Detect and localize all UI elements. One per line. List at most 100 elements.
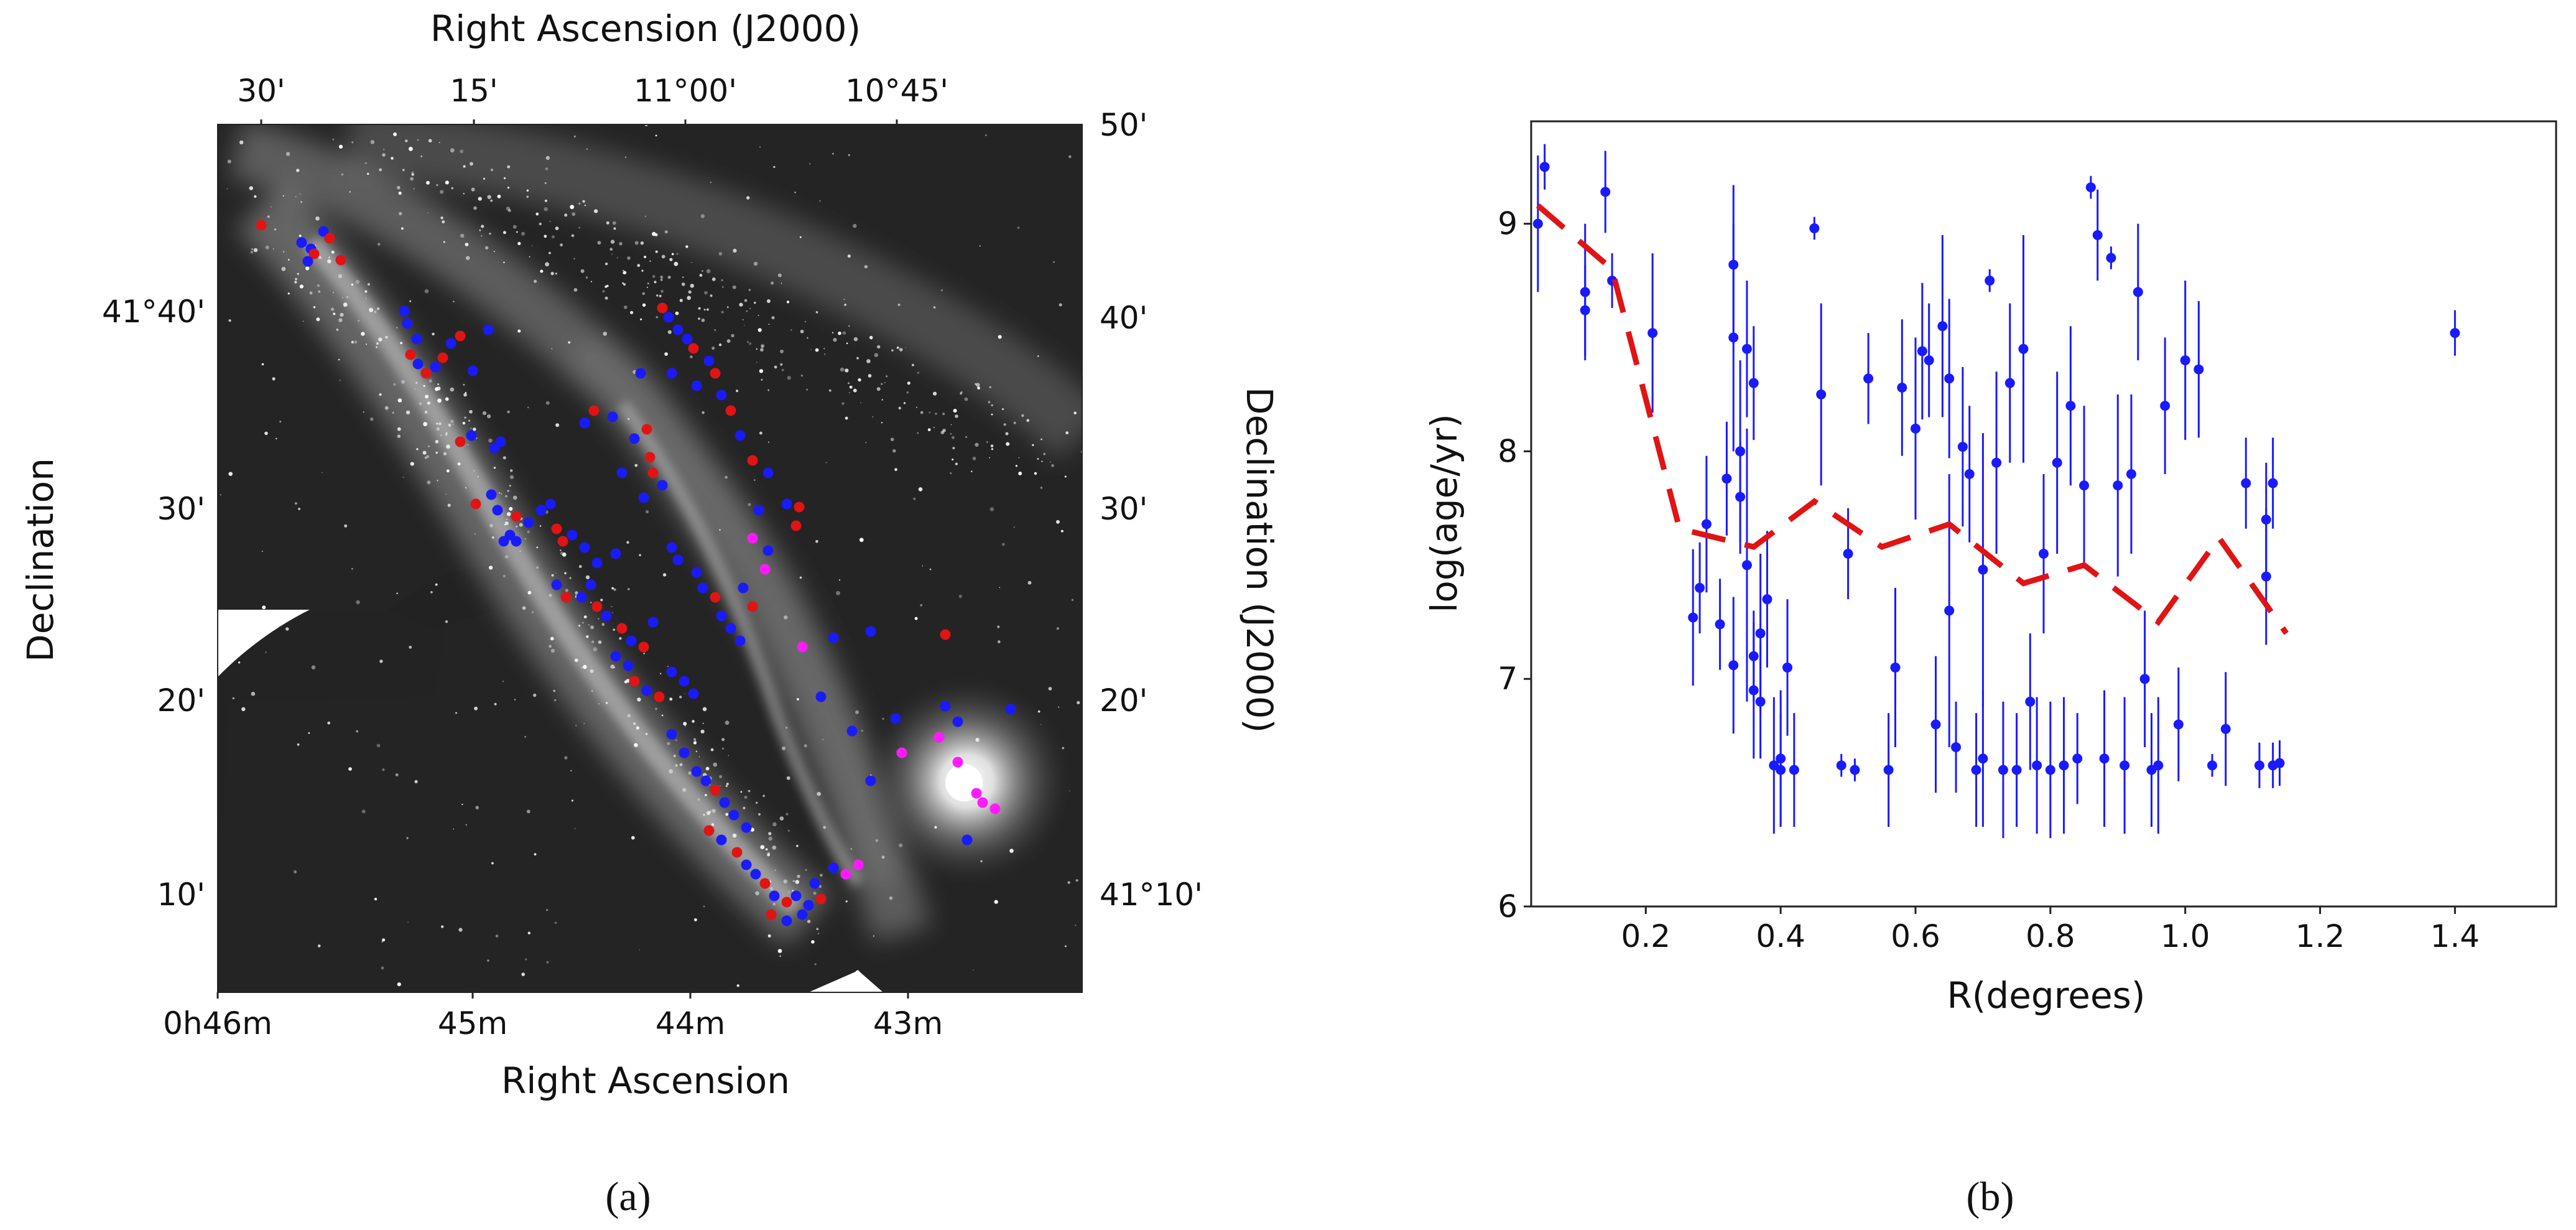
star (777, 273, 782, 277)
cluster-marker (483, 324, 494, 335)
cluster-marker (700, 775, 711, 786)
cluster-marker (302, 256, 313, 267)
star (446, 444, 450, 449)
star (420, 155, 422, 157)
star (797, 698, 799, 701)
star (465, 487, 466, 488)
star (251, 248, 254, 251)
star (521, 972, 525, 976)
star (317, 284, 320, 287)
star (549, 594, 552, 597)
data-point (2153, 760, 2164, 771)
star (894, 468, 897, 471)
star (684, 693, 686, 694)
cluster-marker (296, 237, 307, 248)
star (551, 348, 553, 350)
star (845, 900, 848, 903)
star (765, 848, 768, 850)
star (728, 755, 730, 757)
star (726, 339, 731, 343)
star (690, 355, 693, 359)
cluster-marker (437, 352, 448, 363)
star (379, 659, 383, 663)
cluster-marker (666, 729, 677, 740)
star (783, 879, 788, 884)
panel-b-label: (b) (1967, 1174, 2014, 1219)
star (564, 213, 568, 217)
star (637, 697, 641, 702)
star (282, 251, 285, 253)
data-point (2126, 468, 2136, 479)
star (877, 345, 881, 349)
star (507, 490, 509, 492)
x-tick-label: 1.2 (2296, 918, 2345, 954)
star (555, 226, 559, 230)
data-point (2268, 478, 2278, 488)
star (953, 409, 957, 413)
star (892, 449, 896, 453)
star (361, 332, 365, 336)
star (442, 220, 445, 223)
star (299, 284, 303, 289)
star (367, 172, 369, 175)
star (706, 269, 711, 274)
star (336, 328, 339, 331)
cluster-marker (747, 455, 758, 466)
star (952, 447, 955, 450)
cluster-marker (647, 617, 659, 628)
star (815, 348, 819, 352)
star (553, 689, 555, 692)
star (544, 199, 547, 202)
star (702, 270, 703, 272)
cluster-marker (703, 355, 715, 366)
star (758, 813, 761, 816)
star (402, 477, 404, 478)
star (979, 245, 981, 247)
star (690, 284, 695, 288)
star (903, 402, 906, 404)
star (929, 411, 931, 414)
star (435, 387, 439, 391)
star (1048, 687, 1052, 691)
star (843, 299, 845, 301)
star (703, 309, 706, 311)
cluster-marker (256, 220, 267, 231)
star (450, 387, 455, 392)
star (853, 388, 857, 393)
star (423, 422, 428, 426)
star (331, 250, 335, 254)
star (898, 406, 902, 410)
star (578, 226, 580, 229)
star (298, 508, 300, 510)
cluster-marker (638, 641, 649, 653)
star (487, 195, 491, 199)
star (667, 665, 669, 667)
star (664, 230, 668, 234)
cluster-marker (741, 822, 752, 833)
star (861, 729, 863, 732)
star (451, 187, 454, 190)
star (1067, 881, 1070, 884)
star (815, 311, 818, 314)
star (586, 148, 588, 150)
star (637, 264, 641, 268)
star (810, 349, 812, 351)
star (550, 636, 554, 641)
star (950, 424, 952, 426)
star (768, 324, 770, 325)
star (988, 401, 991, 404)
panel-a-label: (a) (605, 1174, 651, 1219)
star (676, 253, 679, 255)
cluster-marker (495, 436, 506, 447)
star (267, 215, 270, 218)
data-point (1843, 549, 1853, 559)
star (707, 308, 709, 311)
star (746, 310, 748, 312)
star (613, 588, 616, 591)
star (746, 196, 750, 200)
star (381, 966, 384, 970)
data-point (1701, 519, 1712, 529)
star (710, 294, 713, 297)
star (711, 347, 715, 350)
star (839, 579, 840, 581)
